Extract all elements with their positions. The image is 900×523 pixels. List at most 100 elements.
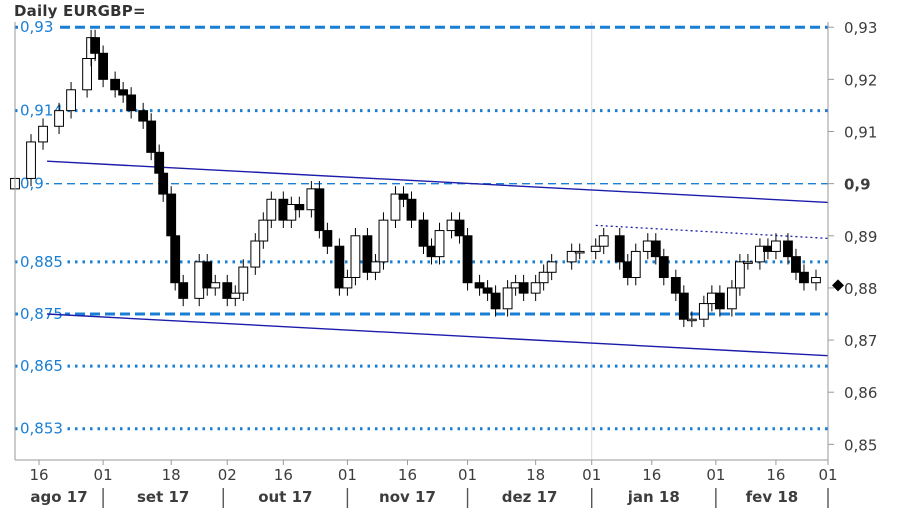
candle-body (650, 240, 661, 258)
candle-body (250, 240, 261, 268)
candle-body (178, 282, 189, 299)
candle-body (238, 266, 249, 294)
candle (294, 196, 305, 218)
candle-body (222, 282, 233, 299)
candle-body (66, 89, 76, 112)
candle (238, 259, 249, 301)
candle (146, 113, 157, 161)
level-label: 0,93 (20, 18, 53, 36)
level-label-bg (18, 252, 65, 271)
y-tick-label: 0,88 (844, 280, 877, 298)
candle-body (755, 245, 765, 263)
candle-body (154, 151, 165, 174)
candle-body (462, 235, 473, 284)
candle (530, 274, 541, 301)
candle-body (502, 287, 513, 310)
candle-body (126, 94, 137, 112)
candle (734, 254, 745, 296)
month-label: out 17 (258, 488, 312, 506)
candle (26, 134, 36, 187)
candle (194, 254, 205, 307)
candle-body (474, 282, 485, 289)
candle-body (783, 240, 793, 258)
candle-body (546, 261, 557, 273)
candle (434, 222, 445, 265)
candle-body (378, 219, 389, 263)
level-label-bg (18, 174, 46, 193)
x-tick-label: 01 (818, 466, 837, 484)
x-tick-label: 01 (458, 466, 477, 484)
candle-body (791, 256, 801, 273)
candle (538, 264, 549, 291)
candle (90, 29, 101, 62)
candle-body (566, 250, 577, 263)
candle-body (110, 78, 121, 91)
candle (566, 243, 577, 270)
candle (250, 233, 261, 275)
candle-body (530, 282, 541, 294)
candle (742, 254, 753, 270)
level-label: 0,853 (20, 420, 63, 438)
candle (454, 212, 465, 244)
candle-body (614, 235, 625, 263)
candle (178, 274, 189, 307)
candle-body (622, 261, 633, 279)
level-label-bg (18, 357, 65, 376)
candle (658, 248, 669, 286)
candle (763, 238, 773, 260)
candle-body (686, 318, 697, 322)
candle (510, 274, 521, 296)
candle-body (418, 219, 429, 247)
y-tick-label: 0,92 (844, 71, 877, 89)
candle (98, 45, 109, 88)
candle-body (350, 235, 361, 279)
candle-body (286, 204, 297, 221)
candle (418, 212, 429, 255)
candle-body (574, 250, 585, 254)
candle (286, 196, 297, 228)
x-tick-label: 01 (706, 466, 725, 484)
candle (390, 186, 401, 228)
candle-body (726, 287, 737, 310)
candle (342, 269, 353, 296)
candle (714, 285, 725, 317)
candle-body (490, 292, 501, 310)
chart-title: Daily EURGBP= (14, 2, 146, 20)
month-label: fev 18 (746, 488, 799, 506)
candle (630, 243, 641, 286)
candle (406, 191, 417, 228)
channel-trendlines (47, 160, 829, 357)
candle (334, 238, 345, 296)
candle (462, 227, 473, 291)
candle-body (642, 240, 653, 252)
candle-body (390, 193, 401, 221)
candle-body (166, 193, 177, 237)
y-tick-label: 0,91 (844, 124, 877, 142)
candle (170, 227, 181, 291)
candle (482, 280, 493, 301)
candle (38, 118, 48, 150)
candle (370, 254, 381, 281)
candle-body (771, 240, 781, 252)
candle-body (258, 219, 269, 242)
candle-body (510, 282, 521, 289)
y-tick-label: 0,87 (844, 332, 877, 350)
candle-body (82, 58, 92, 91)
candle-body (278, 198, 289, 221)
candle-body (306, 188, 317, 211)
axes: 0,93 0,92 0,91 0,9 0,89 0,88 0,87 0,86 0,85 16 01 1… (14, 19, 877, 508)
candle (726, 280, 737, 317)
candle (474, 274, 485, 296)
candle (278, 191, 289, 228)
candle (622, 254, 633, 286)
candle-body (146, 120, 157, 153)
candle-body (342, 277, 353, 289)
candle-body (482, 287, 493, 294)
candle (518, 274, 529, 301)
candle (362, 227, 373, 281)
candle-body (26, 141, 36, 179)
candle (783, 233, 793, 265)
candle (650, 233, 661, 265)
candle-body (763, 245, 773, 252)
candle-body (706, 292, 717, 305)
